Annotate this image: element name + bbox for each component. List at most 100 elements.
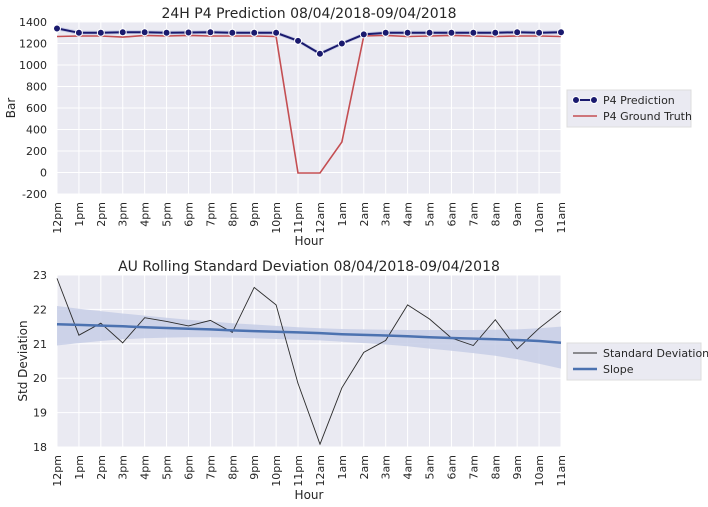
data-point-prediction	[140, 28, 149, 37]
x-tick-label: 11am	[555, 455, 568, 486]
x-tick-label: 9pm	[248, 202, 261, 227]
plot-area	[57, 275, 561, 447]
x-tick-label: 4pm	[139, 455, 152, 480]
x-tick-label: 10pm	[270, 455, 283, 487]
y-tick-label: 1400	[19, 16, 47, 29]
x-tick-label: 7am	[467, 455, 480, 479]
y-tick-label: 1000	[19, 59, 47, 72]
x-axis-ticks: 12pm 1pm 2pm 3pm 4pm 5pm 6pm 7pm 8pm 9pm 10pm 11pm 1…	[51, 455, 568, 487]
x-tick-label: 5pm	[161, 202, 174, 227]
x-tick-label: 2pm	[95, 455, 108, 480]
x-tick-label: 2am	[358, 202, 371, 226]
data-point-prediction	[206, 28, 215, 37]
x-axis-label: Hour	[295, 488, 324, 502]
y-tick-label: 22	[33, 303, 47, 316]
y-tick-label: 23	[33, 269, 47, 282]
x-axis-ticks: 12pm 1pm 2pm 3pm 4pm 5pm 6pm 7pm 8pm 9pm 10pm 11pm 1…	[51, 202, 568, 234]
chart-title: 24H P4 Prediction 08/04/2018-09/04/2018	[161, 6, 456, 22]
x-tick-label: 1am	[336, 455, 349, 479]
y-tick-label: 1200	[19, 38, 47, 51]
x-tick-label: 6am	[445, 202, 458, 226]
x-tick-label: 2pm	[95, 202, 108, 227]
data-point-prediction	[96, 28, 105, 37]
x-tick-label: 5am	[424, 455, 437, 479]
data-point-prediction	[74, 28, 83, 37]
x-tick-label: 10am	[533, 455, 546, 486]
x-tick-label: 6pm	[182, 202, 195, 227]
x-tick-label: 11pm	[292, 455, 305, 487]
legend-box	[566, 342, 702, 381]
x-tick-label: 8pm	[226, 202, 239, 227]
chart-title: AU Rolling Standard Deviation 08/04/2018…	[118, 259, 500, 275]
data-point-prediction	[359, 30, 368, 39]
y-axis-ticks: -200 0 200 400 600 800 1000 1200 1400	[19, 16, 47, 201]
x-tick-label: 7pm	[204, 202, 217, 227]
legend: Standard Deviation Slope	[566, 342, 708, 381]
x-tick-label: 8pm	[226, 455, 239, 480]
data-point-prediction	[513, 28, 522, 37]
x-tick-label: 6am	[445, 455, 458, 479]
data-point-prediction	[315, 49, 324, 58]
data-point-prediction	[272, 28, 281, 37]
legend-label-prediction: P4 Prediction	[603, 94, 675, 107]
series-line-slope	[56, 322, 562, 345]
x-tick-label: 7am	[467, 202, 480, 226]
data-point-prediction	[294, 36, 303, 45]
slope-confidence-band	[57, 306, 561, 369]
data-point-prediction	[425, 28, 434, 37]
data-point-prediction	[184, 28, 193, 37]
x-tick-label: 12am	[314, 202, 327, 233]
data-point-prediction	[162, 28, 171, 37]
data-point-prediction	[535, 28, 544, 37]
legend-box	[566, 89, 692, 128]
y-axis-label: Bar	[4, 98, 18, 119]
y-tick-label: 18	[33, 441, 47, 454]
x-tick-label: 6pm	[182, 455, 195, 480]
y-axis-ticks: 18 19 20 21 22 23	[33, 269, 47, 454]
data-point-prediction	[447, 28, 456, 37]
grid-lines	[56, 21, 562, 195]
y-tick-label: 200	[26, 145, 47, 158]
x-tick-label: 9pm	[248, 455, 261, 480]
data-point-prediction	[469, 28, 478, 37]
x-tick-label: 4am	[402, 202, 415, 226]
legend-label-ground-truth: P4 Ground Truth	[603, 110, 692, 123]
x-tick-label: 3pm	[117, 455, 130, 480]
legend-marker-prediction	[572, 96, 580, 104]
x-tick-label: 3am	[380, 455, 393, 479]
y-tick-label: 400	[26, 124, 47, 137]
legend-label-slope: Slope	[603, 363, 634, 376]
y-tick-label: 800	[26, 81, 47, 94]
data-point-prediction	[337, 39, 346, 48]
y-tick-label: 19	[33, 407, 47, 420]
legend-marker-prediction	[590, 96, 598, 104]
series-line-std-deviation	[56, 278, 562, 446]
x-tick-label: 10pm	[270, 202, 283, 234]
x-tick-label: 3pm	[117, 202, 130, 227]
data-point-prediction	[381, 28, 390, 37]
x-tick-label: 1am	[336, 202, 349, 226]
data-point-prediction	[53, 24, 61, 33]
x-tick-label: 12pm	[51, 202, 64, 234]
x-tick-label: 9am	[511, 202, 524, 226]
data-point-prediction	[250, 28, 259, 37]
x-tick-label: 3am	[380, 202, 393, 226]
chart-prediction: 24H P4 Prediction 08/04/2018-09/04/2018 …	[4, 6, 692, 248]
x-tick-label: 12pm	[51, 455, 64, 487]
x-axis-label: Hour	[295, 234, 324, 248]
x-tick-label: 4am	[402, 455, 415, 479]
data-point-prediction	[557, 28, 565, 37]
x-tick-label: 5am	[424, 202, 437, 226]
y-tick-label: 600	[26, 102, 47, 115]
x-tick-label: 11pm	[292, 202, 305, 234]
y-tick-label: 0	[40, 167, 47, 180]
y-tick-label: 21	[33, 338, 47, 351]
legend-label-std-deviation: Standard Deviation	[603, 347, 708, 360]
x-tick-label: 11am	[555, 202, 568, 233]
series-line-ground-truth	[56, 34, 562, 174]
x-tick-label: 10am	[533, 202, 546, 233]
x-tick-label: 9am	[511, 455, 524, 479]
x-tick-label: 5pm	[161, 455, 174, 480]
x-tick-label: 8am	[489, 455, 502, 479]
